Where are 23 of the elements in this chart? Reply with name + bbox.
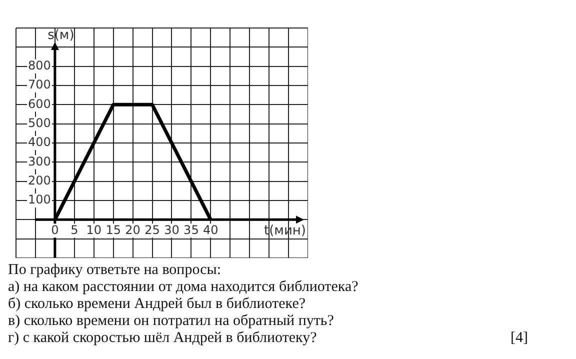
x-tick-label: 10 [86, 222, 102, 237]
y-tick-label: 800 [28, 58, 51, 72]
text: в) сколько времени он потратил на обратный путь? [8, 313, 335, 330]
x-tick-label: 5 [70, 222, 78, 237]
x-tick-label: 25 [144, 222, 160, 237]
y-tick-label: 200 [28, 173, 51, 188]
y-tick-label: 600 [28, 96, 51, 111]
text: а) на каком расстоянии от дома находится библиотека? [8, 279, 360, 296]
y-tick-label: 100 [28, 192, 51, 207]
y-tick-label: 300 [28, 154, 51, 168]
x-tick-label: 15 [106, 222, 121, 237]
x-tick-label: 0 [51, 222, 59, 237]
text: По графику ответьте на вопросы: [8, 262, 222, 279]
x-tick-label: 40 [203, 222, 218, 237]
y-tick-label: 700 [28, 78, 51, 92]
x-tick-label: 35 [184, 222, 199, 237]
text: [4] [510, 330, 528, 347]
x-tick-label: 30 [164, 222, 180, 237]
text: б) сколько времени Андрей был в библиотеке? [8, 296, 307, 313]
y-tick-label: 500 [28, 116, 51, 130]
text: г) с какой скоростью шёл Андрей в библиотеку? [8, 330, 317, 346]
x-tick-label: 20 [125, 222, 140, 237]
y-tick-label: 400 [28, 135, 51, 150]
